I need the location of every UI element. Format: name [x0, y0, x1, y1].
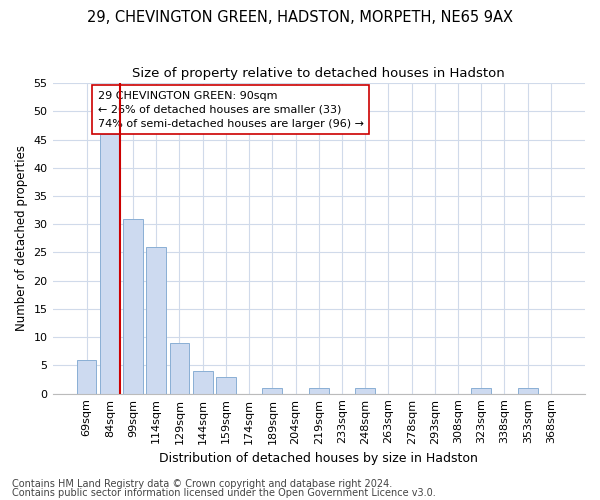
Text: Contains public sector information licensed under the Open Government Licence v3: Contains public sector information licen… [12, 488, 436, 498]
Title: Size of property relative to detached houses in Hadston: Size of property relative to detached ho… [133, 68, 505, 80]
Bar [309, 388, 329, 394]
X-axis label: Distribution of detached houses by size in Hadston: Distribution of detached houses by size … [160, 452, 478, 465]
Bar [262, 388, 282, 394]
Text: 29, CHEVINGTON GREEN, HADSTON, MORPETH, NE65 9AX: 29, CHEVINGTON GREEN, HADSTON, MORPETH, … [87, 10, 513, 25]
Bar [77, 360, 97, 394]
Text: 29 CHEVINGTON GREEN: 90sqm
← 26% of detached houses are smaller (33)
74% of semi: 29 CHEVINGTON GREEN: 90sqm ← 26% of deta… [98, 91, 364, 129]
Bar [146, 247, 166, 394]
Bar [100, 134, 119, 394]
Text: Contains HM Land Registry data © Crown copyright and database right 2024.: Contains HM Land Registry data © Crown c… [12, 479, 392, 489]
Bar [472, 388, 491, 394]
Y-axis label: Number of detached properties: Number of detached properties [15, 146, 28, 332]
Bar [193, 371, 212, 394]
Bar [355, 388, 375, 394]
Bar [518, 388, 538, 394]
Bar [123, 218, 143, 394]
Bar [170, 343, 190, 394]
Bar [216, 376, 236, 394]
